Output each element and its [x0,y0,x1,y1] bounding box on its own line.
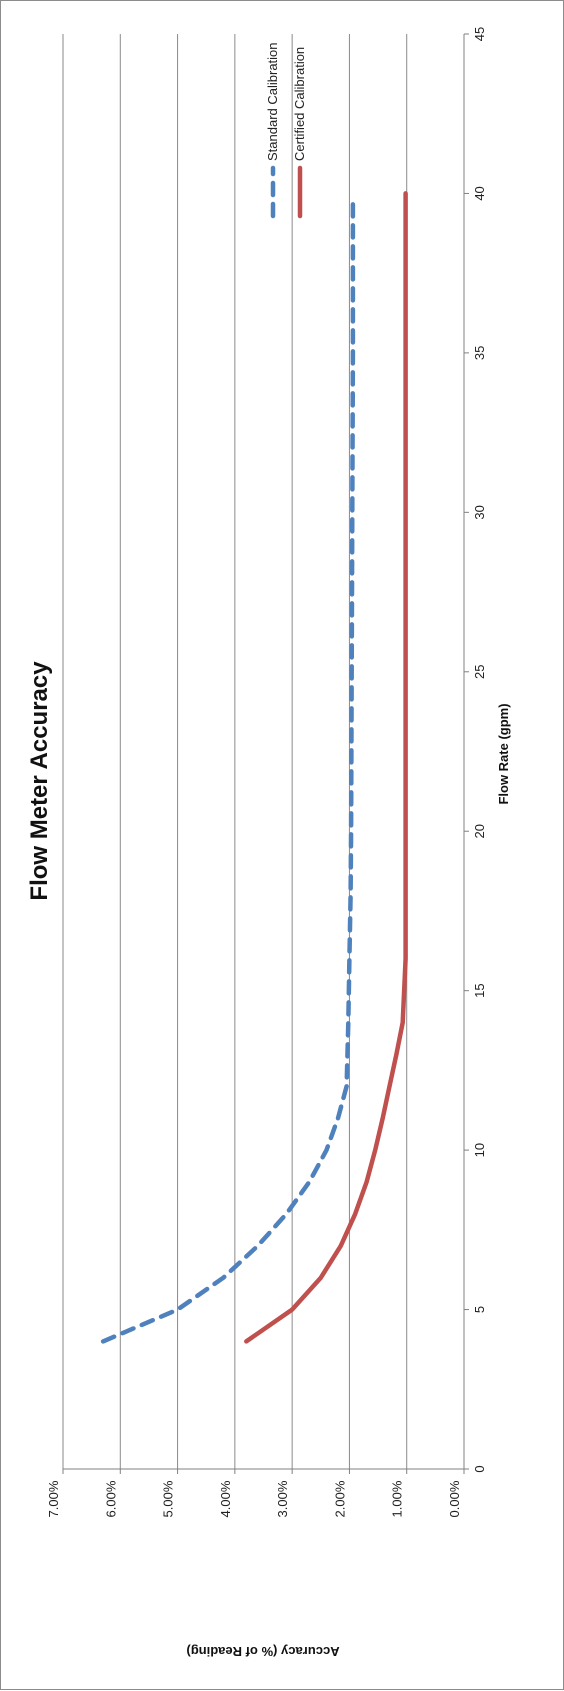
y-tick-label-1: 1.00% [390,1480,405,1517]
x-tick-label-8: 40 [472,186,487,200]
titles: Flow Meter Accuracy Flow Rate (gpm) Accu… [26,661,511,1659]
series-line-certified-calibration [244,191,408,1344]
x-tick-label-0: 0 [472,1465,487,1472]
legend: Standard Calibration Certified Calibratio… [265,42,307,219]
chart-title: Flow Meter Accuracy [26,661,53,901]
x-tick-label-7: 35 [472,346,487,360]
x-tick-label-4: 20 [472,824,487,838]
y-tick-label-0: 0.00% [447,1480,462,1517]
y-tick-label-4: 4.00% [218,1480,233,1517]
y-tick-label-5: 5.00% [161,1480,176,1517]
x-axis-title: Flow Rate (gpm) [496,703,511,804]
y-tick-label-3: 3.00% [275,1480,290,1517]
axes [62,33,469,1474]
y-axis-title: Accuracy (% of Reading) [186,1644,339,1659]
legend-label-0: Standard Calibration [265,42,280,161]
x-tick-label-3: 15 [472,983,487,997]
x-tick-label-6: 30 [472,505,487,519]
tick-labels: 0 5 10 15 20 25 30 35 40 45 0.00% 1.00% 2.00% 3.00% 4.… [46,27,487,1518]
x-tick-label-1: 5 [472,1306,487,1313]
grid-lines [62,34,408,1469]
series-line-standard-calibration [100,200,356,1344]
x-tick-label-9: 45 [472,27,487,41]
x-tick-label-5: 25 [472,665,487,679]
series-lines [100,191,408,1344]
y-tick-label-2: 2.00% [332,1480,347,1517]
y-tick-label-6: 6.00% [103,1480,118,1517]
legend-label-1: Certified Calibration [292,47,307,161]
x-tick-label-2: 10 [472,1143,487,1157]
y-tick-label-7: 7.00% [46,1480,61,1517]
